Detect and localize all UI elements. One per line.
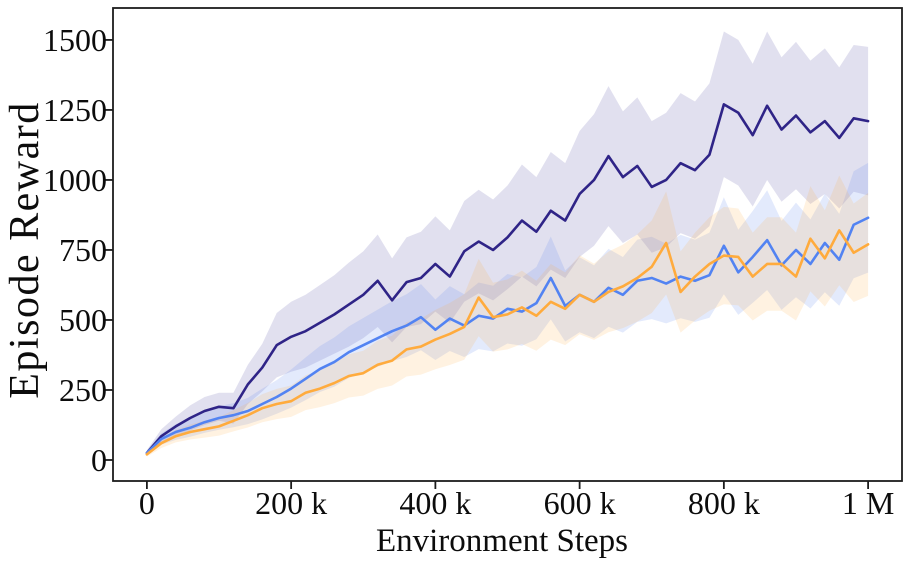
cornflower-blue-run-line xyxy=(145,216,870,455)
x-tick-label: 800 k xyxy=(688,485,760,521)
x-tick-label: 400 k xyxy=(399,485,471,521)
y-tick-label: 0 xyxy=(91,442,107,478)
y-tick-label: 1500 xyxy=(43,22,107,58)
dark-navy-run-line xyxy=(145,103,870,455)
x-axis: 0 200 k 400 k 600 k 800 k 1 M xyxy=(139,481,894,521)
y-tick-label: 1000 xyxy=(43,162,107,198)
plot-frame xyxy=(112,7,903,482)
y-axis: 0 250 500 750 1000 1250 1500 xyxy=(43,22,113,478)
y-tick-label: 1250 xyxy=(43,92,107,128)
y-tick-label: 250 xyxy=(59,372,107,408)
x-tick-label: 600 k xyxy=(544,485,616,521)
y-axis-label: Episode Reward xyxy=(2,101,48,398)
y-tick-label: 500 xyxy=(59,302,107,338)
y-tick-label: 750 xyxy=(59,232,107,268)
x-tick-label: 0 xyxy=(139,485,155,521)
x-tick-label: 200 k xyxy=(255,485,327,521)
x-axis-label: Environment Steps xyxy=(376,523,628,559)
orange-run-line xyxy=(145,229,870,456)
dark-navy-run-band xyxy=(146,31,869,456)
confidence-bands xyxy=(146,31,869,457)
x-tick-label: 1 M xyxy=(842,485,894,521)
series-lines xyxy=(145,103,870,456)
